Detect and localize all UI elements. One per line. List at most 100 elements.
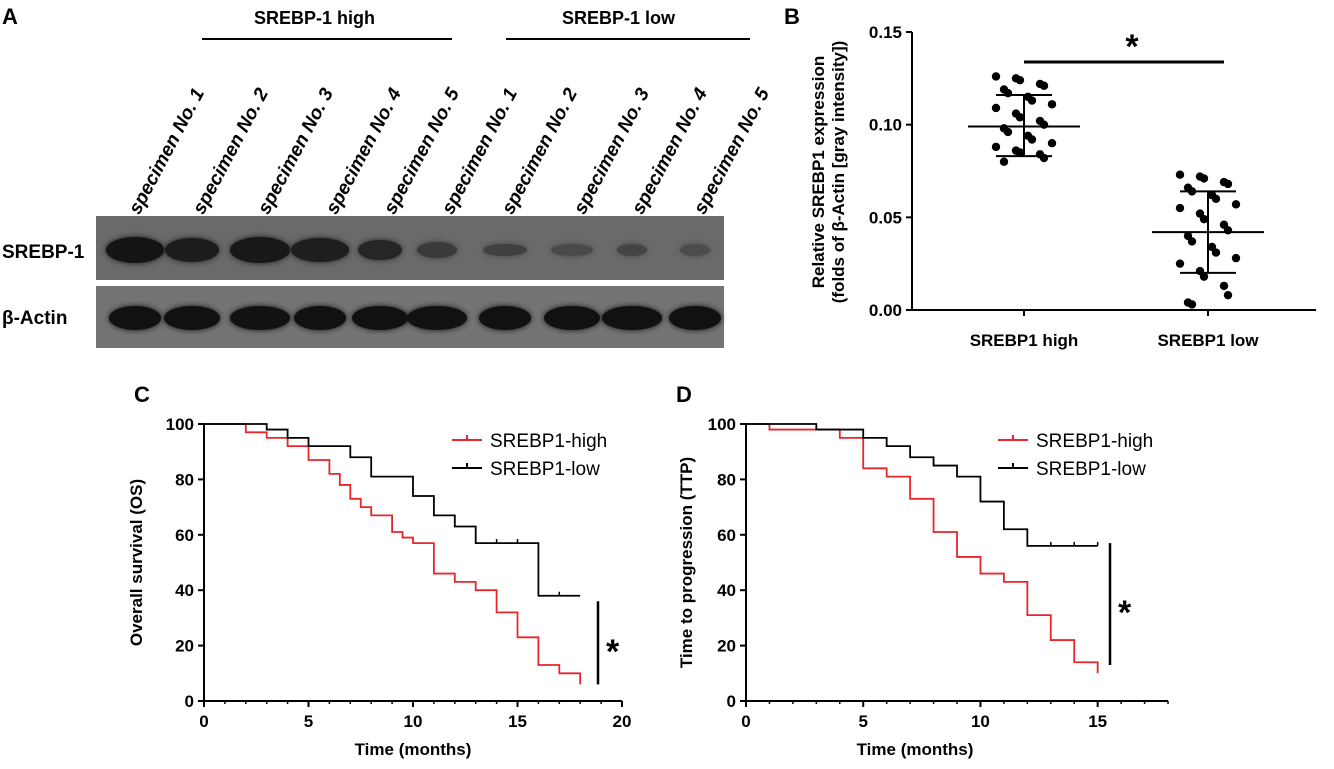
y-tick-label: 100 <box>708 415 736 434</box>
data-point <box>1199 272 1209 281</box>
x-tick-label: 10 <box>404 712 423 731</box>
data-point <box>1015 75 1025 85</box>
legend-label-high: SREBP1-high <box>1036 431 1153 452</box>
band-actin <box>109 306 161 330</box>
data-point <box>1211 248 1221 257</box>
data-point <box>1199 214 1209 224</box>
category-label: SREBP1 low <box>1157 331 1259 350</box>
legend-label-low: SREBP1-low <box>1036 459 1146 480</box>
chart-b: 0.00 0.05 0.10 0.15 Relative SREBP1 expressi… <box>809 23 1316 350</box>
data-point <box>1175 259 1185 268</box>
y-tick-label: 60 <box>175 526 194 545</box>
band-srebp1 <box>291 238 349 262</box>
data-point <box>1047 100 1057 109</box>
y-tick-label: 0.00 <box>869 301 902 320</box>
x-tick-label: 0 <box>199 712 208 731</box>
y-tick-label: 0.05 <box>869 208 902 227</box>
band-actin <box>544 306 600 330</box>
data-point <box>991 103 1001 113</box>
y-tick-label: 20 <box>717 637 736 656</box>
chart-d: 0 20 40 60 80 100 0 5 10 15 Time (months) Time to p… <box>677 415 1169 759</box>
band-actin <box>407 306 467 330</box>
blot-label-actin: β-Actin <box>2 308 68 329</box>
chart-c: 0 20 40 60 80 100 0 5 10 15 20 Time (months) Overall… <box>127 415 632 759</box>
y-tick-label: 40 <box>717 581 736 600</box>
band-actin <box>164 306 220 330</box>
significance-star: * <box>1118 594 1132 632</box>
y-tick-label: 0 <box>727 692 736 711</box>
data-point <box>1039 120 1049 129</box>
panel-d-letter: D <box>676 382 692 407</box>
legend-label-high: SREBP1-high <box>490 431 607 452</box>
data-point <box>1211 194 1221 203</box>
y-axis-label: Time to progression (TTP) <box>677 457 696 668</box>
x-tick-label: 5 <box>304 712 313 731</box>
data-point <box>1027 96 1037 105</box>
blot-label-srebp1: SREBP-1 <box>2 242 85 263</box>
data-point <box>999 157 1009 166</box>
significance-star: * <box>1125 28 1139 66</box>
data-point <box>1015 148 1025 157</box>
band-actin <box>602 306 662 330</box>
band-actin <box>479 306 531 330</box>
data-point <box>1223 290 1233 300</box>
data-point <box>991 72 1001 81</box>
panel-b-letter: B <box>784 4 800 29</box>
y-tick-label: 0.15 <box>869 23 902 42</box>
y-tick-label: 80 <box>717 470 736 489</box>
band-srebp1 <box>680 244 710 256</box>
band-srebp1 <box>417 242 457 258</box>
survival-curve-high <box>204 423 582 685</box>
group-line-high <box>202 38 452 40</box>
data-point <box>1231 253 1241 263</box>
group-label-high: SREBP-1 high <box>254 8 376 28</box>
data-point <box>1175 203 1185 213</box>
group-label-low: SREBP-1 low <box>562 8 676 28</box>
data-point <box>1223 226 1233 235</box>
data-point <box>1003 88 1013 98</box>
y-axis-label: Overall survival (OS) <box>127 479 146 646</box>
y-tick-label: 0 <box>185 692 194 711</box>
band-actin <box>230 306 290 330</box>
x-axis-label: Time (months) <box>857 740 974 759</box>
category-label: SREBP1 high <box>970 331 1079 350</box>
data-point <box>1223 179 1233 189</box>
band-srebp1 <box>106 237 164 263</box>
x-tick-label: 15 <box>508 712 527 731</box>
band-srebp1 <box>358 240 402 260</box>
x-tick-label: 0 <box>741 712 750 731</box>
legend-label-low: SREBP1-low <box>490 459 600 480</box>
band-srebp1 <box>230 237 290 263</box>
data-point <box>1047 139 1057 148</box>
data-point <box>1015 113 1025 122</box>
y-tick-label: 100 <box>166 415 194 434</box>
data-point <box>1175 170 1185 179</box>
survival-curve-low <box>746 423 1098 547</box>
data-point <box>991 142 1001 152</box>
panel-a-letter: A <box>2 4 18 29</box>
band-actin <box>352 306 408 330</box>
band-srebp1 <box>617 244 647 256</box>
data-point <box>1231 200 1241 209</box>
y-axis-label-line1: Relative SREBP1 expression <box>809 56 828 288</box>
y-tick-label: 0.10 <box>869 116 902 135</box>
data-point <box>1219 281 1229 291</box>
data-point <box>1039 81 1049 90</box>
y-tick-label: 40 <box>175 581 194 600</box>
survival-curve-high <box>746 423 1099 674</box>
data-point <box>1039 153 1049 163</box>
data-point <box>1199 174 1209 183</box>
data-point <box>1187 237 1197 246</box>
band-srebp1 <box>551 244 593 256</box>
y-tick-label: 20 <box>175 637 194 656</box>
band-srebp1 <box>483 244 527 256</box>
group-line-low <box>506 38 750 40</box>
panel-c-letter: C <box>134 382 150 407</box>
y-tick-label: 60 <box>717 526 736 545</box>
band-actin <box>294 306 346 330</box>
x-tick-label: 20 <box>613 712 632 731</box>
x-tick-label: 15 <box>1088 712 1107 731</box>
x-tick-label: 10 <box>971 712 990 731</box>
band-srebp1 <box>165 238 219 262</box>
survival-curve-low <box>204 423 581 597</box>
